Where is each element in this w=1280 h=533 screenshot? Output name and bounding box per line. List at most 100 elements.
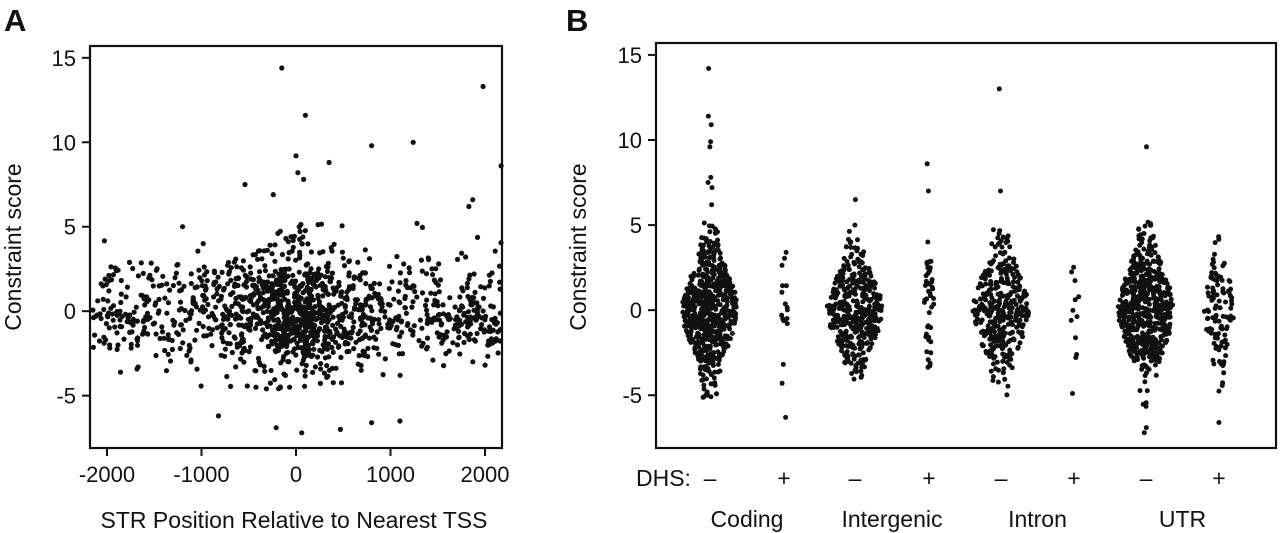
scatter-point (294, 367, 300, 373)
x-tick-label: 1000 (366, 462, 415, 487)
scatter-point (241, 324, 248, 330)
swarm-point (853, 365, 859, 371)
panel-b-points (680, 66, 1236, 436)
swarm-point (780, 361, 786, 367)
scatter-point (329, 336, 335, 342)
scatter-point (259, 320, 265, 326)
scatter-point (495, 329, 501, 335)
swarm-point (851, 259, 857, 265)
swarm-point (1146, 366, 1152, 372)
scatter-point (150, 321, 156, 327)
swarm-point (1006, 355, 1012, 361)
scatter-point (424, 335, 431, 341)
scatter-point (489, 340, 496, 346)
swarm-point (712, 230, 718, 236)
scatter-point (229, 303, 235, 309)
outlier-point (273, 425, 279, 431)
scatter-point (471, 271, 477, 277)
scatter-point (259, 256, 265, 262)
swarm-point (922, 283, 928, 288)
swarm-point (1003, 258, 1009, 264)
scatter-point (407, 270, 413, 276)
scatter-point (240, 304, 246, 310)
swarm-point (1167, 292, 1173, 297)
swarm-point (1206, 293, 1212, 299)
scatter-point (162, 347, 168, 354)
scatter-point (329, 270, 336, 276)
scatter-point (452, 304, 458, 310)
swarm-point (998, 238, 1004, 244)
scatter-point (302, 228, 308, 234)
scatter-point (305, 348, 311, 354)
scatter-point (134, 336, 140, 342)
swarm-point (704, 239, 710, 245)
scatter-point (184, 352, 190, 358)
swarm-point (714, 356, 720, 361)
swarm-point (1120, 309, 1126, 315)
scatter-point (342, 341, 348, 347)
swarm-point (1010, 272, 1016, 277)
swarm-point (733, 311, 739, 317)
swarm-point (1139, 363, 1145, 369)
swarm-point (1001, 366, 1007, 372)
scatter-point (324, 363, 330, 369)
scatter-point (374, 329, 380, 335)
panel-b-y-axis-label: Constraint score (565, 163, 591, 330)
scatter-point (192, 337, 198, 343)
scatter-point (163, 368, 170, 374)
scatter-point (424, 297, 430, 303)
scatter-point (297, 309, 303, 316)
swarm-point (998, 342, 1003, 348)
swarm-point (1152, 285, 1158, 291)
swarm-point (692, 285, 698, 291)
swarm-point (1146, 301, 1152, 307)
scatter-point (401, 261, 407, 267)
swarm-outlier-point (924, 161, 930, 167)
swarm-point (717, 270, 723, 276)
swarm-point (683, 310, 689, 316)
swarm-point (706, 360, 712, 366)
swarm-point (1141, 246, 1147, 252)
scatter-point (117, 369, 124, 375)
scatter-point (214, 291, 220, 297)
outlier-point (270, 192, 276, 198)
scatter-point (290, 272, 296, 278)
scatter-point (161, 335, 167, 341)
swarm-point (696, 251, 702, 257)
scatter-point (419, 290, 426, 296)
scatter-point (457, 317, 463, 323)
swarm-point (702, 333, 708, 339)
swarm-point (983, 350, 989, 356)
swarm-point (845, 343, 851, 349)
swarm-point (1024, 301, 1030, 307)
swarm-point (715, 247, 721, 253)
swarm-point (1215, 335, 1220, 341)
swarm-point (1016, 329, 1022, 335)
swarm-point (924, 296, 930, 302)
scatter-point (200, 323, 206, 330)
scatter-point (108, 264, 114, 270)
swarm-point (1071, 264, 1077, 270)
scatter-point (391, 296, 397, 302)
scatter-point (93, 313, 99, 319)
scatter-point (380, 372, 386, 378)
swarm-outlier-point (1216, 420, 1222, 425)
scatter-point (251, 292, 257, 298)
scatter-point (461, 312, 467, 318)
scatter-point (196, 267, 202, 273)
scatter-point (363, 281, 369, 287)
swarm-point (1157, 291, 1163, 296)
swarm-point (860, 350, 866, 356)
swarm-point (723, 272, 729, 278)
swarm-outlier-point (1143, 425, 1149, 431)
scatter-point (453, 324, 459, 330)
scatter-point (215, 274, 221, 280)
scatter-point (418, 257, 424, 263)
scatter-point (153, 267, 159, 273)
swarm-point (859, 329, 865, 335)
swarm-point (849, 371, 855, 376)
swarm-point (1224, 324, 1230, 330)
scatter-point (397, 280, 403, 286)
swarm-point (695, 289, 701, 295)
swarm-point (1132, 346, 1138, 352)
